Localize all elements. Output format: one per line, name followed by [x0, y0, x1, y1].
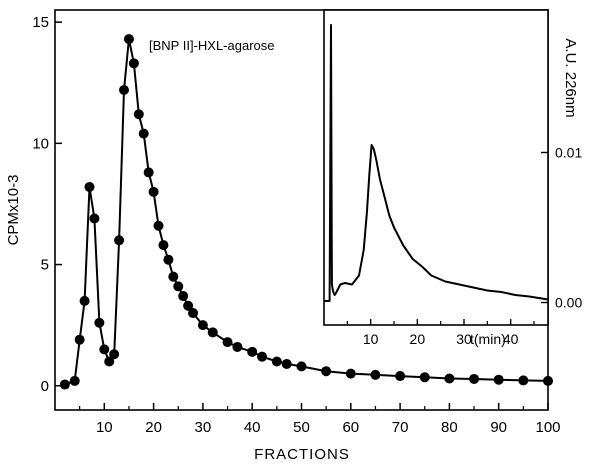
inset-y-tick-label: 0.00	[555, 295, 582, 311]
data-point	[207, 327, 218, 338]
data-point	[69, 375, 80, 386]
data-point	[257, 351, 268, 362]
x-tick-label: 90	[490, 419, 507, 436]
data-point	[321, 366, 332, 377]
data-point	[153, 220, 164, 231]
data-point	[138, 128, 149, 139]
data-point	[99, 344, 110, 355]
inset-y-axis-title: A.U. 226nm	[562, 38, 579, 117]
inset-x-tick-label: 30	[456, 331, 472, 347]
data-point	[128, 58, 139, 69]
data-point	[84, 181, 95, 192]
data-point	[133, 109, 144, 120]
x-tick-label: 20	[145, 419, 162, 436]
x-tick-label: 50	[293, 419, 310, 436]
inset-x-tick-label: 40	[503, 331, 519, 347]
y-tick-label: 15	[32, 14, 49, 31]
x-tick-label: 80	[441, 419, 458, 436]
inset-y-tick-label: 0.01	[555, 145, 582, 161]
annotation-label: [BNP II]-HXL-agarose	[149, 38, 274, 53]
data-point	[281, 358, 292, 369]
data-point	[79, 295, 90, 306]
y-tick-label: 0	[41, 378, 49, 395]
data-point	[163, 254, 174, 265]
data-point	[148, 186, 159, 197]
data-point	[188, 308, 199, 319]
inset-x-tick-label: 10	[363, 331, 379, 347]
data-point	[158, 240, 169, 251]
data-point	[444, 373, 455, 384]
y-tick-label: 5	[41, 257, 49, 274]
data-point	[543, 375, 553, 386]
x-tick-label: 30	[195, 419, 212, 436]
data-point	[469, 373, 480, 384]
data-point	[173, 281, 184, 292]
data-point	[89, 213, 100, 224]
x-tick-label: 40	[244, 419, 261, 436]
data-point	[183, 300, 194, 311]
data-point	[296, 361, 307, 372]
data-point	[178, 291, 189, 302]
data-point	[168, 271, 179, 282]
data-point	[59, 379, 70, 390]
data-point	[395, 371, 406, 382]
y-tick-label: 10	[32, 135, 49, 152]
data-point	[109, 349, 120, 360]
data-point	[518, 375, 529, 386]
data-point	[493, 374, 504, 385]
data-point	[143, 167, 154, 178]
data-point	[104, 356, 115, 367]
inset-x-tick-label: 20	[410, 331, 426, 347]
x-tick-label: 70	[392, 419, 409, 436]
data-point	[345, 368, 356, 379]
data-point	[123, 34, 134, 45]
x-tick-label: 10	[96, 419, 113, 436]
data-point	[247, 346, 258, 357]
data-point	[419, 372, 430, 383]
data-point	[119, 85, 130, 95]
x-axis-title: FRACTIONS	[254, 446, 350, 463]
y-axis-title: CPMx10-3	[5, 175, 22, 246]
x-tick-label: 100	[535, 419, 560, 436]
data-point	[197, 320, 208, 331]
data-point	[370, 369, 381, 380]
data-point	[271, 356, 282, 367]
data-point	[232, 341, 243, 352]
inset-trace-line	[324, 24, 549, 302]
data-point	[222, 337, 233, 348]
data-point	[74, 334, 85, 345]
data-point	[94, 317, 105, 328]
x-tick-label: 60	[342, 419, 359, 436]
data-point	[114, 235, 125, 246]
inset-x-axis-title: t(min)	[470, 331, 506, 347]
inset-plot-area	[323, 9, 549, 326]
